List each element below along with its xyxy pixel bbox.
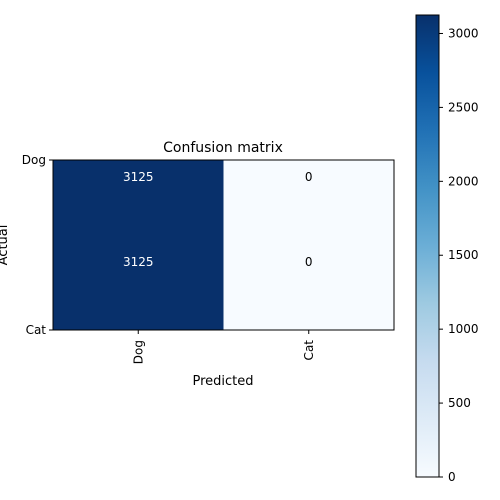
heatmap-cell — [53, 245, 224, 330]
y-axis-label: Actual — [0, 225, 11, 266]
colorbar-tick-label: 1500 — [448, 248, 479, 262]
x-axis-label: Predicted — [192, 374, 253, 389]
colorbar-tick-label: 2000 — [448, 174, 479, 188]
x-tick-label: Dog — [131, 340, 145, 364]
cell-value-label: 3125 — [123, 255, 154, 269]
x-axis-ticks: Dog Cat — [131, 330, 316, 364]
y-tick-label: Dog — [22, 153, 46, 167]
chart-title: Confusion matrix — [163, 140, 283, 156]
heatmap-cell — [223, 160, 394, 245]
y-axis-ticks: Dog Cat — [22, 153, 53, 337]
cell-value-label: 0 — [305, 170, 313, 184]
colorbar-tick-label: 500 — [448, 396, 471, 410]
colorbar — [415, 14, 440, 478]
x-tick-label: Cat — [302, 340, 316, 361]
cell-value-label: 3125 — [123, 170, 154, 184]
heatmap-cell — [223, 245, 394, 330]
cell-value-label: 0 — [305, 255, 313, 269]
heatmap-cells: 3125 0 3125 0 — [53, 160, 394, 330]
plot-frame — [52, 159, 395, 331]
colorbar-tick-label: 3000 — [448, 26, 479, 40]
colorbar-tick-label: 1000 — [448, 322, 479, 336]
colorbar-tick-label: 0 — [448, 470, 456, 484]
colorbar-ticks: 0 500 1000 1500 2000 2500 3000 — [439, 26, 479, 484]
heatmap-cell — [53, 160, 224, 245]
y-tick-label: Cat — [26, 323, 47, 337]
colorbar-tick-label: 2500 — [448, 100, 479, 114]
